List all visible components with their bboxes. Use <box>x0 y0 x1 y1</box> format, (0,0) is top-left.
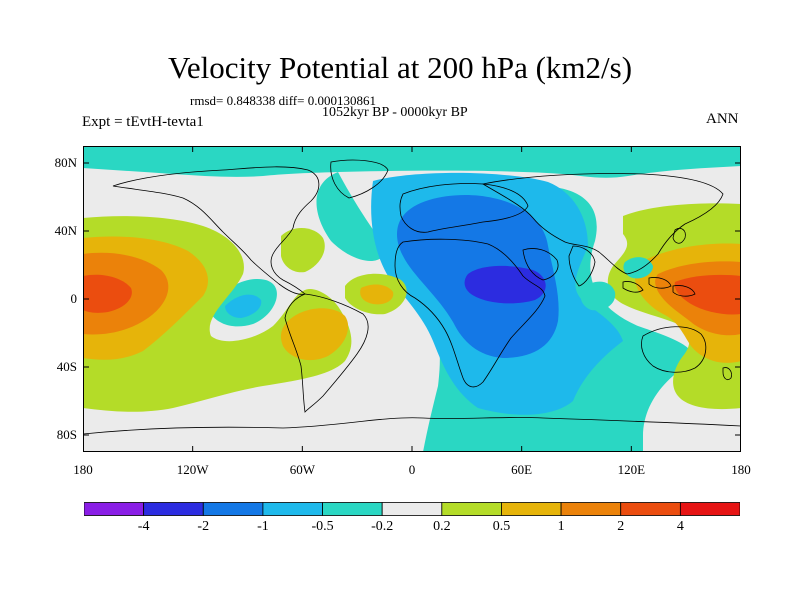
colorbar-box <box>143 502 204 516</box>
stats-subtitle: rmsd= 0.848338 diff= 0.000130861 <box>190 93 376 108</box>
colorbar-label: 2 <box>617 519 625 534</box>
colorbar-box <box>202 502 264 516</box>
colorbar-label: -4 <box>137 519 150 534</box>
colorbar-label: 1 <box>557 519 565 534</box>
colorbar-box <box>679 502 740 516</box>
colorbar-label: -0.5 <box>311 519 334 534</box>
colorbar-box <box>560 502 622 516</box>
lon-label: 0 <box>408 462 416 477</box>
colorbar-box <box>501 502 562 516</box>
field-pacific-positive-core <box>83 274 132 313</box>
colorbar-box <box>262 502 323 516</box>
lat-label: 40S <box>56 359 77 374</box>
experiment-label: Expt = tEvtH-tevta1 <box>82 114 204 130</box>
colorbar-box <box>84 502 145 516</box>
plot-title: Velocity Potential at 200 hPa (km2/s) <box>167 50 633 85</box>
colorbar <box>84 502 740 516</box>
colorbar-label: -2 <box>197 519 210 534</box>
lon-label: 180 <box>73 462 93 477</box>
colorbar-label: -1 <box>257 519 269 534</box>
colorbar-box <box>322 502 383 516</box>
season-label: ANN <box>706 111 739 127</box>
colorbar-box <box>381 502 443 516</box>
field-arctic-band <box>83 146 741 178</box>
field-maritime-negative <box>580 281 616 311</box>
lon-label: 60W <box>289 462 315 477</box>
axis-ticks <box>83 146 741 452</box>
lon-label: 120E <box>617 462 646 477</box>
lon-label: 60E <box>511 462 533 477</box>
field-namerica-positive <box>281 227 325 273</box>
lat-label: 80S <box>56 427 77 442</box>
period-subtitle: 1052kyr BP - 0000kyr BP <box>322 105 468 120</box>
colorbar-box <box>620 502 681 516</box>
field-eastasia-positive-core <box>674 274 741 315</box>
colorbar-label: -0.2 <box>371 519 394 534</box>
colorbar-label: 0.2 <box>433 519 451 534</box>
lon-label: 180 <box>731 462 751 477</box>
lat-label: 40N <box>54 223 77 238</box>
lon-label: 120W <box>176 462 209 477</box>
field-atlantic-positive-inner <box>360 284 394 305</box>
field-negative-core <box>464 265 546 304</box>
lat-label: 0 <box>70 291 78 306</box>
colorbar-label: 4 <box>676 519 684 534</box>
colorbar-box <box>441 502 502 516</box>
continent-outlines <box>83 159 741 435</box>
field-samerica-positive <box>280 308 349 361</box>
velocity-potential-map <box>83 146 741 452</box>
colorbar-label: 0.5 <box>492 519 511 534</box>
lat-label: 80N <box>54 155 77 170</box>
field-americas-negative-inner <box>225 294 262 318</box>
